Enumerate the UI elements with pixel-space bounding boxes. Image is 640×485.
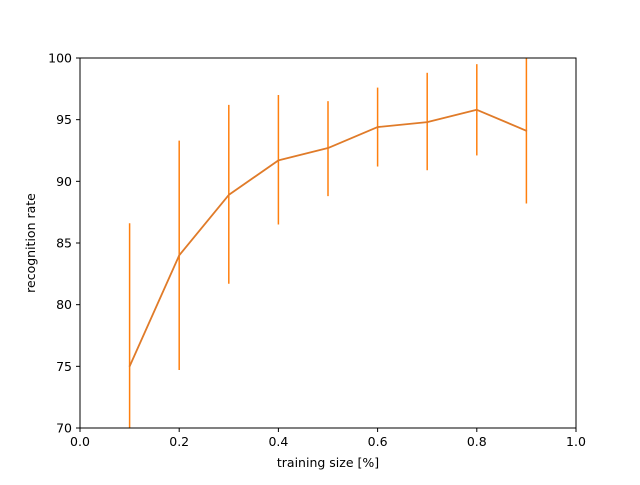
data-point: [327, 147, 329, 149]
data-point: [178, 254, 180, 257]
plot-marks: [128, 58, 528, 428]
data-point: [426, 121, 429, 123]
y-tick-label: 85: [56, 236, 72, 251]
y-tick-label: 70: [56, 421, 72, 436]
data-point: [376, 126, 379, 128]
data-point: [228, 194, 230, 196]
y-axis-ticks: 70 75 80 85 90 95 100: [48, 51, 80, 436]
y-tick-label: 80: [56, 297, 72, 312]
data-point: [128, 365, 131, 368]
x-tick-label: 0.2: [169, 434, 189, 449]
x-tick-label: 0.0: [70, 434, 90, 449]
y-tick-label: 95: [56, 112, 72, 127]
x-tick-label: 0.4: [268, 434, 288, 449]
data-point: [476, 109, 478, 111]
y-tick-label: 90: [56, 174, 72, 189]
y-tick-label: 100: [48, 51, 72, 66]
y-tick-label: 75: [56, 359, 72, 374]
data-point: [277, 159, 280, 162]
x-tick-label: 0.8: [467, 434, 487, 449]
y-axis-label: recognition rate: [23, 193, 38, 293]
x-tick-label: 0.6: [368, 434, 388, 449]
x-axis-label: training size [%]: [277, 455, 379, 470]
x-tick-label: 1.0: [566, 434, 586, 449]
data-point: [525, 129, 528, 132]
x-axis-ticks: 0.0 0.2 0.4 0.6 0.8 1.0: [70, 428, 586, 449]
